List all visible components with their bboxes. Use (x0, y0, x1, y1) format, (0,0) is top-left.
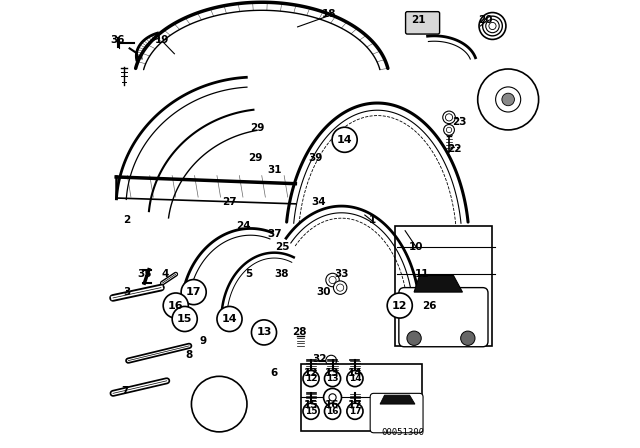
Circle shape (502, 93, 515, 106)
Circle shape (303, 370, 319, 387)
Text: 12: 12 (305, 374, 317, 383)
Text: 8: 8 (186, 350, 193, 360)
Text: 17: 17 (186, 287, 202, 297)
Circle shape (337, 284, 344, 291)
Text: 22: 22 (447, 144, 461, 154)
Text: 34: 34 (312, 198, 326, 207)
Circle shape (326, 355, 337, 366)
Text: 13: 13 (326, 374, 339, 383)
Text: 37: 37 (267, 229, 282, 239)
Circle shape (324, 370, 340, 387)
Text: 5: 5 (244, 269, 252, 279)
Text: 12: 12 (304, 368, 318, 378)
Text: 30: 30 (316, 287, 331, 297)
Text: 7: 7 (122, 386, 129, 396)
Circle shape (326, 273, 339, 287)
Text: 29: 29 (250, 123, 264, 133)
Text: 26: 26 (422, 301, 437, 310)
Polygon shape (414, 276, 463, 292)
Text: 35: 35 (137, 269, 152, 279)
Text: 12: 12 (392, 301, 408, 310)
Text: 39: 39 (308, 153, 323, 163)
Circle shape (387, 293, 412, 318)
Text: 32: 32 (312, 354, 326, 364)
Text: 28: 28 (292, 327, 307, 337)
Circle shape (329, 276, 336, 284)
Text: 17: 17 (349, 407, 361, 416)
Circle shape (495, 87, 521, 112)
Text: 1: 1 (369, 215, 376, 225)
Text: 15: 15 (177, 314, 193, 324)
Text: 10: 10 (409, 242, 424, 252)
Circle shape (333, 281, 347, 294)
Circle shape (181, 280, 206, 305)
Text: 6: 6 (271, 368, 278, 378)
Text: 9: 9 (199, 336, 206, 346)
Text: 14: 14 (221, 314, 237, 324)
Text: 27: 27 (222, 198, 237, 207)
Text: 14: 14 (348, 368, 362, 378)
Text: 00051300: 00051300 (381, 428, 424, 437)
Text: 13: 13 (325, 368, 340, 378)
FancyBboxPatch shape (406, 12, 440, 34)
Circle shape (332, 127, 357, 152)
Text: 29: 29 (248, 153, 262, 163)
Circle shape (163, 293, 188, 318)
Text: 24: 24 (237, 221, 251, 231)
Text: 2: 2 (123, 215, 130, 225)
Text: 16: 16 (168, 301, 184, 310)
Circle shape (172, 306, 197, 332)
Circle shape (191, 376, 247, 432)
Text: 19: 19 (155, 35, 170, 45)
Circle shape (303, 403, 319, 419)
Circle shape (217, 306, 242, 332)
Text: 18: 18 (322, 9, 336, 19)
Text: 17: 17 (348, 401, 362, 410)
Circle shape (347, 403, 363, 419)
Text: 11: 11 (415, 269, 429, 279)
Circle shape (444, 125, 454, 135)
Text: 38: 38 (275, 269, 289, 279)
Text: 14: 14 (349, 374, 361, 383)
Text: 3: 3 (123, 287, 130, 297)
Text: 15: 15 (304, 401, 318, 410)
Text: 15: 15 (305, 407, 317, 416)
Circle shape (477, 69, 539, 130)
Text: 25: 25 (275, 242, 289, 252)
Text: 33: 33 (334, 269, 349, 279)
Polygon shape (380, 395, 415, 404)
Circle shape (347, 370, 363, 387)
Circle shape (324, 403, 340, 419)
Text: 16: 16 (326, 407, 339, 416)
FancyBboxPatch shape (370, 393, 423, 433)
Circle shape (461, 331, 475, 345)
Text: 21: 21 (412, 15, 426, 25)
Text: 36: 36 (110, 35, 125, 45)
Text: 20: 20 (479, 15, 493, 25)
Circle shape (407, 331, 421, 345)
Circle shape (252, 320, 276, 345)
Text: 4: 4 (162, 269, 169, 279)
Circle shape (324, 388, 342, 406)
Circle shape (445, 114, 452, 121)
Circle shape (329, 394, 336, 401)
Bar (396, 226, 492, 346)
FancyBboxPatch shape (399, 288, 488, 347)
Text: 31: 31 (267, 165, 282, 175)
Text: 16: 16 (325, 401, 340, 410)
Circle shape (443, 111, 455, 124)
Circle shape (446, 127, 452, 133)
Text: 13: 13 (256, 327, 272, 337)
Bar (301, 364, 422, 431)
Text: 23: 23 (452, 117, 466, 127)
Text: 14: 14 (337, 135, 353, 145)
